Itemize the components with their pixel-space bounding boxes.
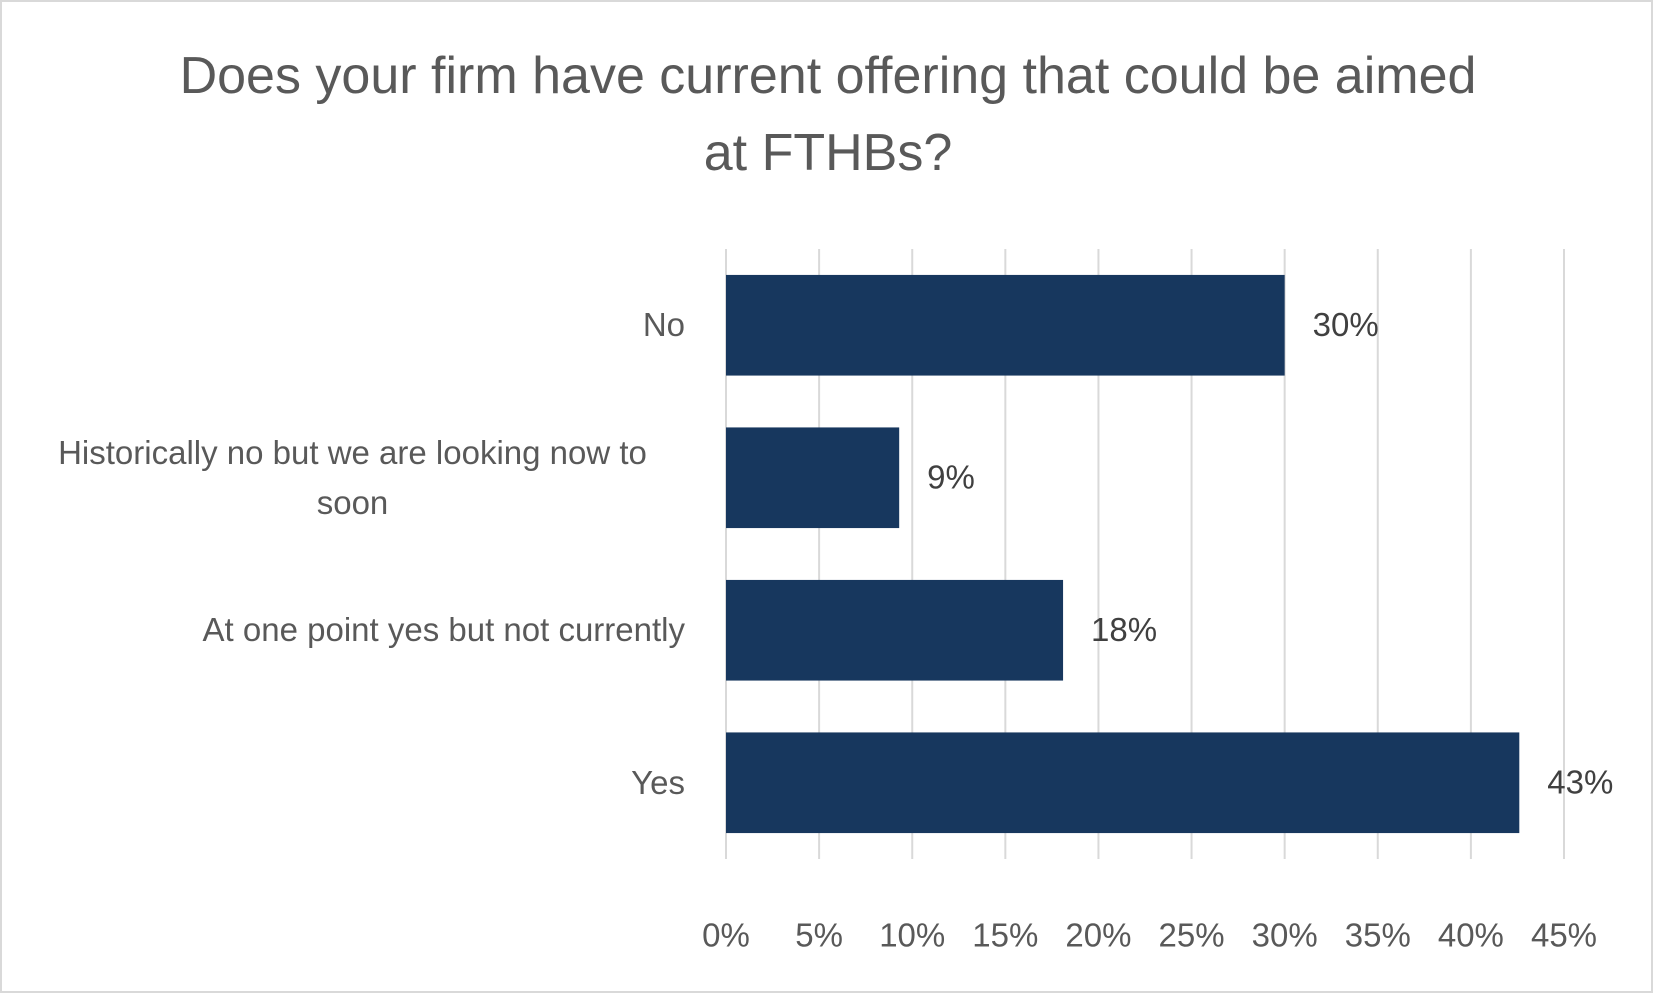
x-tick-label: 40%	[1438, 917, 1504, 954]
x-tick-label: 25%	[1159, 917, 1225, 954]
x-tick-label: 20%	[1065, 917, 1131, 954]
bar	[726, 427, 900, 529]
bar	[726, 732, 1520, 834]
y-tick-label: Historically no but we are looking now t…	[58, 433, 647, 521]
x-tick-label: 0%	[702, 917, 750, 954]
chart-title: Does your firm have current offering tha…	[179, 47, 1477, 182]
value-label: 9%	[927, 458, 975, 495]
value-label: 43%	[1547, 763, 1613, 800]
x-tick-label: 30%	[1252, 917, 1318, 954]
value-label: 18%	[1091, 611, 1157, 648]
x-tick-label: 5%	[795, 917, 843, 954]
y-tick-label: Yes	[631, 763, 685, 801]
x-tick-label: 10%	[879, 917, 945, 954]
y-tick-label: At one point yes but not currently	[202, 611, 685, 649]
y-tick-label: No	[642, 306, 685, 344]
x-tick-label: 35%	[1345, 917, 1411, 954]
bar	[726, 579, 1064, 681]
x-tick-label: 45%	[1531, 917, 1597, 954]
x-tick-label: 15%	[972, 917, 1038, 954]
value-label: 30%	[1313, 306, 1379, 343]
bar	[726, 274, 1285, 376]
